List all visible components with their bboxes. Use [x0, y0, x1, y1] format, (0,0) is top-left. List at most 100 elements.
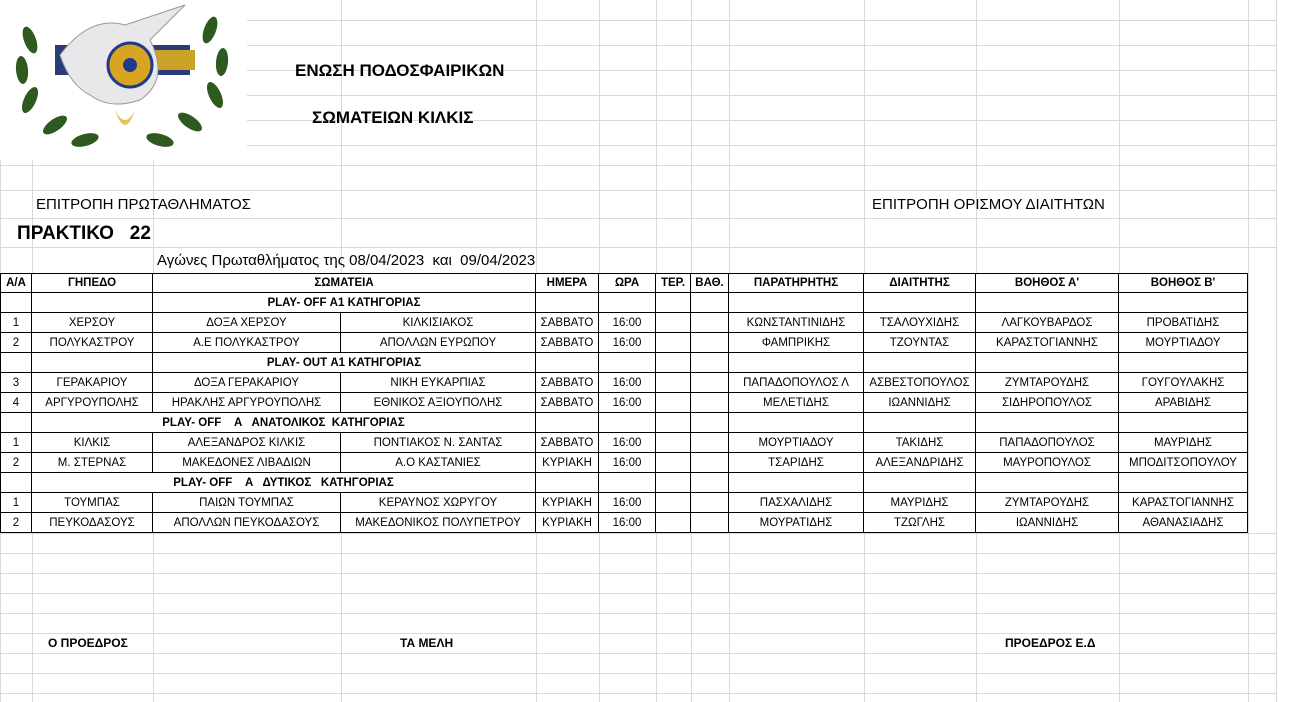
match-cell: ΣΑΒΒΑΤΟ: [536, 313, 599, 333]
column-header: ΒΟΗΘΟΣ Β': [1119, 273, 1248, 293]
column-header: ΒΑΘ.: [691, 273, 729, 293]
group-empty-cell: [1119, 473, 1248, 493]
match-cell: 1: [0, 493, 32, 513]
match-cell: ΜΑΥΡΟΠΟΥΛΟΣ: [976, 453, 1119, 473]
association-logo: [0, 0, 247, 160]
group-title: PLAY- OFF Α ΑΝΑΤΟΛΙΚΟΣ ΚΑΤΗΓΟΡΙΑΣ: [32, 413, 536, 433]
group-empty-cell: [1119, 353, 1248, 373]
match-cell: ΜΑΚΕΔΟΝΙΚΟΣ ΠΟΛΥΠΕΤΡΟΥ: [341, 513, 536, 533]
match-cell: ΠΑΣΧΑΛΙΔΗΣ: [729, 493, 864, 513]
match-cell: ΜΑΚΕΔΟΝΕΣ ΛΙΒΑΔΙΩΝ: [153, 453, 341, 473]
match-cell: ΤΟΥΜΠΑΣ: [32, 493, 153, 513]
match-cell: ΜΟΥΡΤΙΑΔΟΥ: [729, 433, 864, 453]
group-empty-cell: [0, 473, 32, 493]
match-cell: ΤΣΑΡΙΔΗΣ: [729, 453, 864, 473]
column-header: ΔΙΑΙΤΗΤΗΣ: [864, 273, 976, 293]
grid-line: [0, 45, 1276, 46]
group-empty-cell: [536, 413, 599, 433]
match-cell: 16:00: [599, 453, 656, 473]
match-cell: 2: [0, 453, 32, 473]
match-cell: 1: [0, 433, 32, 453]
group-empty-cell: [729, 293, 864, 313]
match-cell: 3: [0, 373, 32, 393]
group-empty-cell: [599, 473, 656, 493]
grid-line: [0, 95, 1276, 96]
grid-line: [0, 165, 1276, 166]
group-empty-cell: [864, 413, 976, 433]
grid-line: [0, 573, 1276, 574]
match-cell: ΠΑΙΩΝ ΤΟΥΜΠΑΣ: [153, 493, 341, 513]
match-cell: 16:00: [599, 433, 656, 453]
match-cell: [691, 393, 729, 413]
match-cell: ΑΡΑΒΙΔΗΣ: [1119, 393, 1248, 413]
members-signature-label: ΤΑ ΜΕΛΗ: [400, 636, 454, 650]
match-cell: 2: [0, 333, 32, 353]
grid-line: [0, 247, 1276, 248]
match-cell: 16:00: [599, 313, 656, 333]
column-header: ΠΑΡΑΤΗΡΗΤΗΣ: [729, 273, 864, 293]
match-cell: ΑΠΟΛΛΩΝ ΕΥΡΩΠΟΥ: [341, 333, 536, 353]
grid-line: [0, 533, 1276, 534]
column-header: ΒΟΗΘΟΣ Α': [976, 273, 1119, 293]
match-cell: ΚΙΛΚΙΣΙΑΚΟΣ: [341, 313, 536, 333]
match-cell: 16:00: [599, 333, 656, 353]
match-cell: ΑΣΒΕΣΤΟΠΟΥΛΟΣ: [864, 373, 976, 393]
match-cell: ΠΕΥΚΟΔΑΣΟΥΣ: [32, 513, 153, 533]
match-cell: ΝΙΚΗ ΕΥΚΑΡΠΙΑΣ: [341, 373, 536, 393]
match-cell: ΓΟΥΓΟΥΛΑΚΗΣ: [1119, 373, 1248, 393]
match-cell: [691, 333, 729, 353]
match-cell: 4: [0, 393, 32, 413]
president-signature-label: Ο ΠΡΟΕΔΡΟΣ: [48, 636, 128, 650]
grid-line: [1248, 0, 1249, 702]
match-cell: ΑΡΓΥΡΟΥΠΟΛΗΣ: [32, 393, 153, 413]
match-cell: Α.Ε ΠΟΛΥΚΑΣΤΡΟΥ: [153, 333, 341, 353]
match-cell: ΚΩΝΣΤΑΝΤΙΝΙΔΗΣ: [729, 313, 864, 333]
match-cell: ΧΕΡΣΟΥ: [32, 313, 153, 333]
group-empty-cell: [691, 413, 729, 433]
match-cell: [691, 493, 729, 513]
match-cell: ΚΙΛΚΙΣ: [32, 433, 153, 453]
match-cell: [691, 313, 729, 333]
match-cell: ΑΘΑΝΑΣΙΑΔΗΣ: [1119, 513, 1248, 533]
match-cell: ΛΑΓΚΟΥΒΑΡΔΟΣ: [976, 313, 1119, 333]
column-header: ΓΗΠΕΔΟ: [32, 273, 153, 293]
group-empty-cell: [0, 293, 32, 313]
match-cell: [656, 433, 691, 453]
group-empty-cell: [729, 473, 864, 493]
grid-line: [0, 613, 1276, 614]
grid-line: [0, 70, 1276, 71]
group-empty-cell: [656, 293, 691, 313]
column-header: ΗΜΕΡΑ: [536, 273, 599, 293]
match-cell: ΙΩΑΝΝΙΔΗΣ: [864, 393, 976, 413]
match-cell: ΣΑΒΒΑΤΟ: [536, 433, 599, 453]
match-cell: [656, 493, 691, 513]
match-cell: ΖΥΜΤΑΡΟΥΔΗΣ: [976, 493, 1119, 513]
grid-line: [0, 190, 1276, 191]
grid-line: [0, 693, 1276, 694]
column-header: ΣΩΜΑΤΕΙΑ: [153, 273, 536, 293]
match-cell: Α.Ο ΚΑΣΤΑΝΙΕΣ: [341, 453, 536, 473]
match-cell: 16:00: [599, 513, 656, 533]
matches-date-subtitle: Αγώνες Πρωταθλήματος της 08/04/2023 και …: [157, 252, 536, 269]
group-empty-cell: [976, 353, 1119, 373]
match-cell: ΓΕΡΑΚΑΡΙΟΥ: [32, 373, 153, 393]
group-empty-cell: [729, 413, 864, 433]
group-empty-cell: [536, 473, 599, 493]
committee-president-label: ΠΡΟΕΔΡΟΣ Ε.Δ: [1005, 636, 1096, 650]
match-cell: [656, 513, 691, 533]
minutes-number: ΠΡΑΚΤΙΚΟ 22: [17, 223, 151, 244]
grid-line: [0, 593, 1276, 594]
match-cell: ΤΑΚΙΔΗΣ: [864, 433, 976, 453]
group-empty-cell: [691, 473, 729, 493]
group-empty-cell: [656, 473, 691, 493]
group-empty-cell: [599, 293, 656, 313]
match-cell: 1: [0, 313, 32, 333]
grid-line: [0, 120, 1276, 121]
match-cell: ΗΡΑΚΛΗΣ ΑΡΓΥΡΟΥΠΟΛΗΣ: [153, 393, 341, 413]
match-cell: 16:00: [599, 393, 656, 413]
match-cell: ΣΑΒΒΑΤΟ: [536, 333, 599, 353]
match-cell: [691, 453, 729, 473]
match-cell: ΚΥΡΙΑΚΗ: [536, 513, 599, 533]
group-empty-cell: [691, 293, 729, 313]
group-empty-cell: [976, 293, 1119, 313]
